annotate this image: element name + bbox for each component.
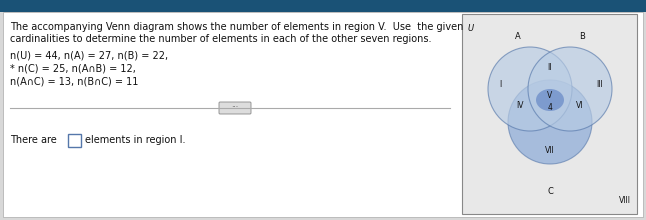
Text: III: III [597, 79, 603, 88]
Text: n(U) = 44, n(A) = 27, n(B) = 22,: n(U) = 44, n(A) = 27, n(B) = 22, [10, 50, 168, 60]
Ellipse shape [488, 47, 572, 131]
Text: cardinalities to determine the number of elements in each of the other seven reg: cardinalities to determine the number of… [10, 34, 432, 44]
Text: B: B [579, 32, 585, 41]
Text: 4: 4 [548, 103, 552, 112]
Text: I: I [499, 79, 501, 88]
Text: U: U [468, 24, 474, 33]
Text: V: V [547, 90, 552, 99]
FancyBboxPatch shape [462, 14, 637, 214]
Ellipse shape [508, 80, 592, 164]
FancyBboxPatch shape [0, 0, 646, 12]
Ellipse shape [536, 89, 564, 111]
Text: VII: VII [545, 145, 555, 154]
Text: A: A [515, 32, 521, 41]
Text: C: C [547, 187, 553, 196]
FancyBboxPatch shape [219, 102, 251, 114]
Text: The accompanying Venn diagram shows the number of elements in region V.  Use  th: The accompanying Venn diagram shows the … [10, 22, 463, 32]
FancyBboxPatch shape [3, 12, 643, 217]
Text: ···: ··· [231, 103, 238, 112]
FancyBboxPatch shape [67, 134, 81, 147]
Ellipse shape [528, 47, 612, 131]
Text: There are: There are [10, 135, 57, 145]
Text: n(A∩C) = 13, n(B∩C) = 11: n(A∩C) = 13, n(B∩C) = 11 [10, 76, 138, 86]
Text: VIII: VIII [619, 196, 631, 205]
Text: elements in region I.: elements in region I. [85, 135, 185, 145]
Text: IV: IV [516, 101, 524, 110]
Text: VI: VI [576, 101, 584, 110]
Text: * n(C) = 25, n(A∩B) = 12,: * n(C) = 25, n(A∩B) = 12, [10, 63, 136, 73]
Text: II: II [548, 62, 552, 72]
